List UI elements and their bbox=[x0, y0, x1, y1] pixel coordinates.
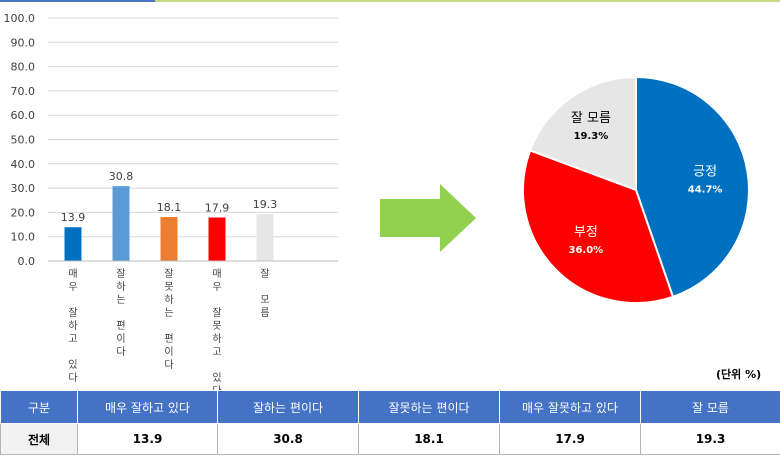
unit-label: (단위 %) bbox=[716, 368, 762, 381]
y-tick-label: 90.0 bbox=[11, 36, 36, 49]
x-tick-glyph: 못 bbox=[212, 320, 221, 332]
y-tick-label: 10.0 bbox=[11, 231, 36, 244]
summary-table: 구분 매우 잘하고 있다 잘하는 편이다 잘못하는 편이다 매우 잘못하고 있다… bbox=[0, 390, 780, 455]
x-tick-glyph: 는 bbox=[164, 307, 173, 319]
x-tick-glyph: 다 bbox=[116, 346, 125, 358]
table-cell: 17.9 bbox=[499, 423, 641, 455]
top-divider-accent bbox=[0, 0, 155, 2]
table-header-cell: 구분 bbox=[0, 390, 78, 424]
table-header-cell: 매우 잘못하고 있다 bbox=[499, 390, 641, 424]
table-header-cell: 잘하는 편이다 bbox=[217, 390, 359, 424]
table-cell: 13.9 bbox=[77, 423, 218, 455]
x-tick-glyph: 매 bbox=[68, 268, 77, 280]
bar-chart: 0.0 10.0 20.0 30.0 40.0 50.0 60.0 70.0 80.0 90.0 1… bbox=[4, 12, 338, 390]
y-tick-label: 100.0 bbox=[4, 12, 36, 25]
x-tick-glyph: 고 bbox=[212, 347, 221, 358]
x-tick-glyph: 다 bbox=[164, 359, 173, 371]
chart-canvas: 0.0 10.0 20.0 30.0 40.0 50.0 60.0 70.0 80.0 90.0 1… bbox=[4, 12, 750, 390]
y-tick-label: 30.0 bbox=[11, 182, 36, 195]
top-divider-line bbox=[0, 0, 780, 2]
table-row-label: 전체 bbox=[0, 423, 78, 455]
bar-value-label: 30.8 bbox=[109, 170, 134, 183]
x-tick-glyph: 편 bbox=[116, 320, 125, 332]
bar-value-label: 17.9 bbox=[205, 202, 230, 215]
y-tick-label: 50.0 bbox=[11, 134, 36, 147]
pie-slice bbox=[635, 75, 750, 299]
pie-chart: 긍정 44.7% 부정 36.0% 잘 모름 19.3% bbox=[522, 75, 750, 304]
table-cell: 30.8 bbox=[217, 423, 359, 455]
x-tick-glyph: 잘 bbox=[260, 268, 269, 280]
x-tick-glyph bbox=[119, 308, 122, 319]
x-tick-glyph: 다 bbox=[68, 372, 77, 384]
pie-slice-label: 부정 bbox=[574, 225, 598, 240]
bar bbox=[64, 227, 82, 261]
x-tick-glyph: 매 bbox=[212, 268, 221, 280]
y-tick-label: 20.0 bbox=[11, 206, 36, 219]
pie-value-label: 36.0% bbox=[568, 245, 603, 256]
table-header-cell: 잘 모름 bbox=[640, 390, 780, 424]
x-tick-glyph: 하 bbox=[68, 319, 77, 332]
x-tick-glyph: 잘 bbox=[68, 307, 77, 319]
x-tick-label: 매우 잘못하고 있다 bbox=[212, 268, 221, 390]
x-tick-glyph: 고 bbox=[68, 334, 77, 345]
bar-value-label: 13.9 bbox=[61, 211, 86, 224]
bar-value-label: 18.1 bbox=[157, 201, 182, 214]
x-tick-glyph: 하 bbox=[116, 280, 125, 293]
x-tick-glyph: 편 bbox=[164, 333, 173, 345]
x-tick-glyph: 모 bbox=[260, 295, 269, 306]
table-cell: 18.1 bbox=[358, 423, 500, 455]
pie-value-label: 44.7% bbox=[688, 184, 723, 195]
x-tick-glyph: 하 bbox=[212, 332, 221, 345]
table-cell: 19.3 bbox=[640, 423, 780, 455]
y-tick-label: 80.0 bbox=[11, 61, 36, 74]
bar-value-label: 19.3 bbox=[253, 198, 278, 211]
y-tick-label: 70.0 bbox=[11, 85, 36, 98]
right-arrow-icon bbox=[380, 184, 476, 252]
x-tick-glyph: 름 bbox=[260, 307, 269, 319]
bar bbox=[208, 217, 226, 261]
x-tick-glyph: 있 bbox=[212, 372, 221, 384]
pie-slice bbox=[528, 75, 637, 192]
pie-slice-label: 잘 모름 bbox=[571, 111, 611, 126]
x-tick-glyph bbox=[71, 347, 74, 358]
x-tick-glyph: 다 bbox=[212, 385, 221, 390]
table-header-cell: 매우 잘하고 있다 bbox=[77, 390, 218, 424]
table-header-row: 구분 매우 잘하고 있다 잘하는 편이다 잘못하는 편이다 매우 잘못하고 있다… bbox=[0, 390, 780, 424]
pie-value-label: 19.3% bbox=[574, 131, 609, 142]
x-tick-glyph: 는 bbox=[116, 294, 125, 306]
bar bbox=[160, 217, 178, 261]
x-tick-glyph bbox=[215, 360, 218, 371]
pie-slice bbox=[522, 149, 675, 304]
x-tick-glyph: 하 bbox=[164, 293, 173, 306]
bar bbox=[256, 214, 274, 261]
x-tick-glyph bbox=[263, 282, 266, 293]
pie-slice-label: 긍정 bbox=[693, 164, 717, 179]
x-tick-glyph: 우 bbox=[212, 281, 221, 293]
bar bbox=[112, 186, 130, 261]
x-tick-glyph: 잘 bbox=[212, 307, 221, 319]
x-tick-glyph: 못 bbox=[164, 281, 173, 293]
table-header-cell: 잘못하는 편이다 bbox=[358, 390, 500, 424]
x-tick-glyph: 잘 bbox=[164, 268, 173, 280]
x-tick-glyph: 있 bbox=[68, 359, 77, 371]
x-tick-glyph bbox=[71, 295, 74, 306]
x-tick-glyph: 잘 bbox=[116, 268, 125, 280]
x-tick-glyph: 이 bbox=[116, 333, 125, 345]
x-tick-glyph bbox=[215, 295, 218, 306]
x-tick-glyph bbox=[167, 321, 170, 332]
y-tick-label: 60.0 bbox=[11, 109, 36, 122]
y-tick-label: 40.0 bbox=[11, 158, 36, 171]
x-tick-glyph: 이 bbox=[164, 346, 173, 358]
y-tick-label: 0.0 bbox=[18, 255, 36, 268]
x-tick-glyph: 우 bbox=[68, 281, 77, 293]
table-row: 전체 13.9 30.8 18.1 17.9 19.3 bbox=[0, 423, 780, 455]
